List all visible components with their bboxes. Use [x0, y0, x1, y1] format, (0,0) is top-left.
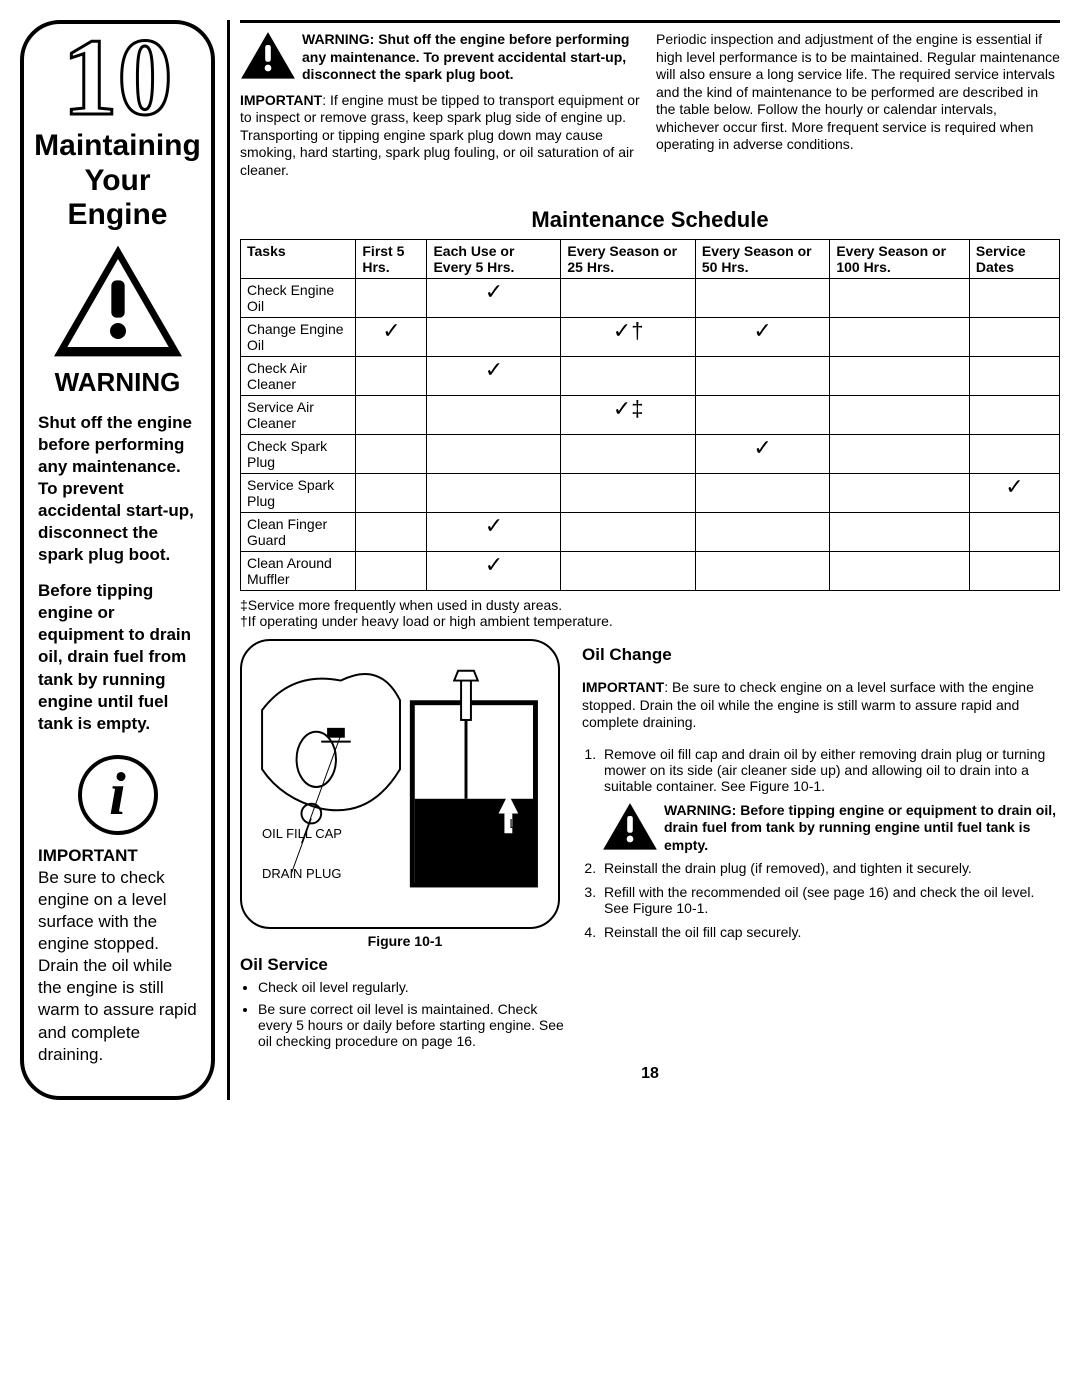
table-row: Service Spark Plug✓ — [241, 474, 1060, 513]
table-header-row: Tasks First 5 Hrs. Each Use or Every 5 H… — [241, 240, 1060, 279]
table-row: Check Engine Oil✓ — [241, 279, 1060, 318]
main-content: WARNING: Shut off the engine before perf… — [227, 20, 1060, 1100]
table-row: Service Air Cleaner✓‡ — [241, 396, 1060, 435]
warning-triangle-icon — [48, 243, 188, 363]
top-warning-box: WARNING: Shut off the engine before perf… — [240, 31, 644, 84]
sidebar-important-text: IMPORTANT Be sure to check engine on a l… — [32, 845, 203, 1080]
schedule-title: Maintenance Schedule — [240, 207, 1060, 233]
oil-change-heading: Oil Change — [582, 645, 1060, 665]
oil-service-heading: Oil Service — [240, 955, 570, 975]
table-row: Check Air Cleaner✓ — [241, 357, 1060, 396]
sidebar-panel: 10 Maintaining Your Engine WARNING Shut … — [20, 20, 215, 1100]
oil-change-important: IMPORTANT: Be sure to check engine on a … — [582, 679, 1060, 732]
figure-10-1: OIL FILL CAP DRAIN PLUG LEV — [240, 639, 560, 929]
table-footnotes: ‡Service more frequently when used in du… — [240, 597, 1060, 629]
chapter-number: 10 — [63, 28, 173, 127]
oil-change-warning: WARNING: Before tipping engine or equipm… — [602, 802, 1060, 855]
page-number: 18 — [240, 1065, 1060, 1083]
table-row: Check Spark Plug✓ — [241, 435, 1060, 474]
chapter-title: Maintaining Your Engine — [34, 129, 201, 233]
top-right-text: Periodic inspection and adjustment of th… — [656, 31, 1060, 193]
warning-label: WARNING — [55, 367, 181, 398]
table-row: Change Engine Oil✓✓†✓ — [241, 318, 1060, 357]
page: 10 Maintaining Your Engine WARNING Shut … — [20, 20, 1060, 1100]
oil-change-steps-cont: Reinstall the drain plug (if removed), a… — [600, 860, 1060, 940]
top-important-text: IMPORTANT: If engine must be tipped to t… — [240, 92, 644, 180]
warning-triangle-icon — [240, 31, 296, 81]
table-row: Clean Around Muffler✓ — [241, 552, 1060, 591]
warning-triangle-icon — [602, 802, 658, 852]
figure-caption: Figure 10-1 — [240, 933, 570, 949]
oil-service-list: Check oil level regularly. Be sure corre… — [258, 979, 570, 1049]
top-columns: WARNING: Shut off the engine before perf… — [240, 31, 1060, 193]
oil-change-steps: Remove oil fill cap and drain oil by eit… — [600, 746, 1060, 794]
maintenance-schedule-table: Tasks First 5 Hrs. Each Use or Every 5 H… — [240, 239, 1060, 591]
table-row: Clean Finger Guard✓ — [241, 513, 1060, 552]
lower-columns: OIL FILL CAP DRAIN PLUG LEV Figure 10-1 … — [240, 639, 1060, 1055]
sidebar-warning-text: Shut off the engine before performing an… — [32, 412, 203, 749]
info-icon: i — [78, 755, 158, 835]
